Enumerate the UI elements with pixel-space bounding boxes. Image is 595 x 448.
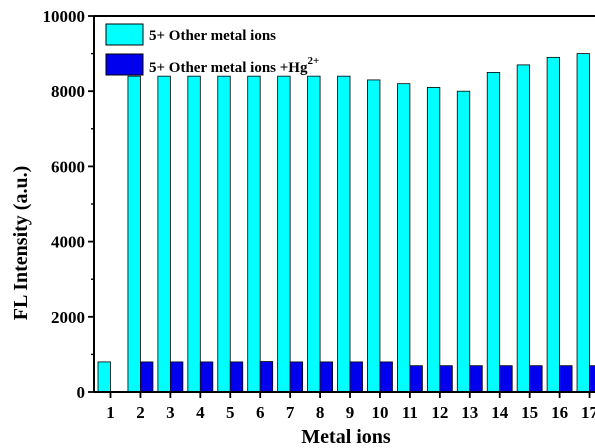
x-tick-label-16: 16 [551,403,568,422]
x-tick-label-14: 14 [491,403,509,422]
x-tick-label-1: 1 [106,403,115,422]
y-tick-label-2000: 2000 [51,308,85,327]
x-tick-label-4: 4 [196,403,205,422]
bar-series-1-cat-1 [97,361,111,393]
x-axis-title: Metal ions [301,426,391,448]
bar-series-2-cat-2 [140,361,154,393]
legend-label-series-1: 5+ Other metal ions [149,28,276,44]
y-tick-label-8000: 8000 [51,82,85,101]
bar-series-1-cat-6 [247,75,261,393]
bar-series-1-cat-9 [337,75,351,393]
bar-series-2-cat-6 [259,361,274,393]
bar-series-1-cat-17 [576,53,590,393]
bar-series-1-cat-13 [456,90,471,393]
bar-series-1-cat-4 [187,75,201,393]
bar-series-2-cat-8 [319,361,333,393]
bar-series-1-cat-14 [486,72,501,393]
x-tick-label-8: 8 [316,403,325,422]
bar-series-2-cat-9 [349,361,363,393]
bar-series-1-cat-10 [367,79,381,393]
bars-layer [97,53,595,393]
bar-series-1-cat-3 [157,75,171,393]
bar-series-2-cat-5 [229,361,244,393]
bar-series-1-cat-11 [396,83,411,393]
bar-series-2-cat-11 [409,365,423,393]
bar-series-2-cat-16 [559,365,573,393]
x-tick-label-9: 9 [346,403,355,422]
y-tick-label-4000: 4000 [51,233,85,252]
y-tick-label-0: 0 [77,383,86,402]
bar-series-1-cat-16 [546,56,560,393]
x-tick-label-3: 3 [166,403,175,422]
bar-series-1-cat-7 [277,75,291,393]
bar-series-2-cat-4 [199,361,214,393]
x-tick-label-17: 17 [581,403,595,422]
bar-series-1-cat-8 [307,75,321,393]
bar-series-2-cat-10 [379,361,393,393]
y-axis-title: FL Intensity (a.u.) [10,166,32,320]
legend-swatch-series-1 [105,23,144,46]
x-tick-label-2: 2 [136,403,145,422]
x-tick-label-13: 13 [461,403,478,422]
x-tick-label-5: 5 [226,403,235,422]
x-tick-label-11: 11 [402,403,418,422]
bar-series-2-cat-15 [529,365,543,393]
bar-series-1-cat-5 [217,75,231,393]
legend-label-series-2: 5+ Other metal ions +Hg2+ [149,55,319,76]
bar-series-1-cat-2 [127,75,141,393]
bar-series-2-cat-14 [499,365,513,393]
x-tick-label-7: 7 [286,403,295,422]
legend: 5+ Other metal ions 5+ Other metal ions … [105,23,319,76]
x-tick-label-15: 15 [521,403,538,422]
bar-series-2-cat-13 [469,365,483,393]
bar-series-2-cat-3 [169,361,184,393]
x-tick-label-10: 10 [371,403,388,422]
bar-series-2-cat-7 [289,361,304,393]
bar-series-2-cat-12 [439,365,453,393]
x-tick-label-12: 12 [431,403,448,422]
x-tick-label-6: 6 [256,403,265,422]
bar-series-1-cat-12 [426,87,441,393]
bar-series-2-cat-17 [589,365,595,393]
y-tick-label-6000: 6000 [51,157,85,176]
y-tick-label-10000: 10000 [43,7,86,26]
legend-swatch-series-2 [105,53,144,76]
bar-series-1-cat-15 [516,64,531,393]
